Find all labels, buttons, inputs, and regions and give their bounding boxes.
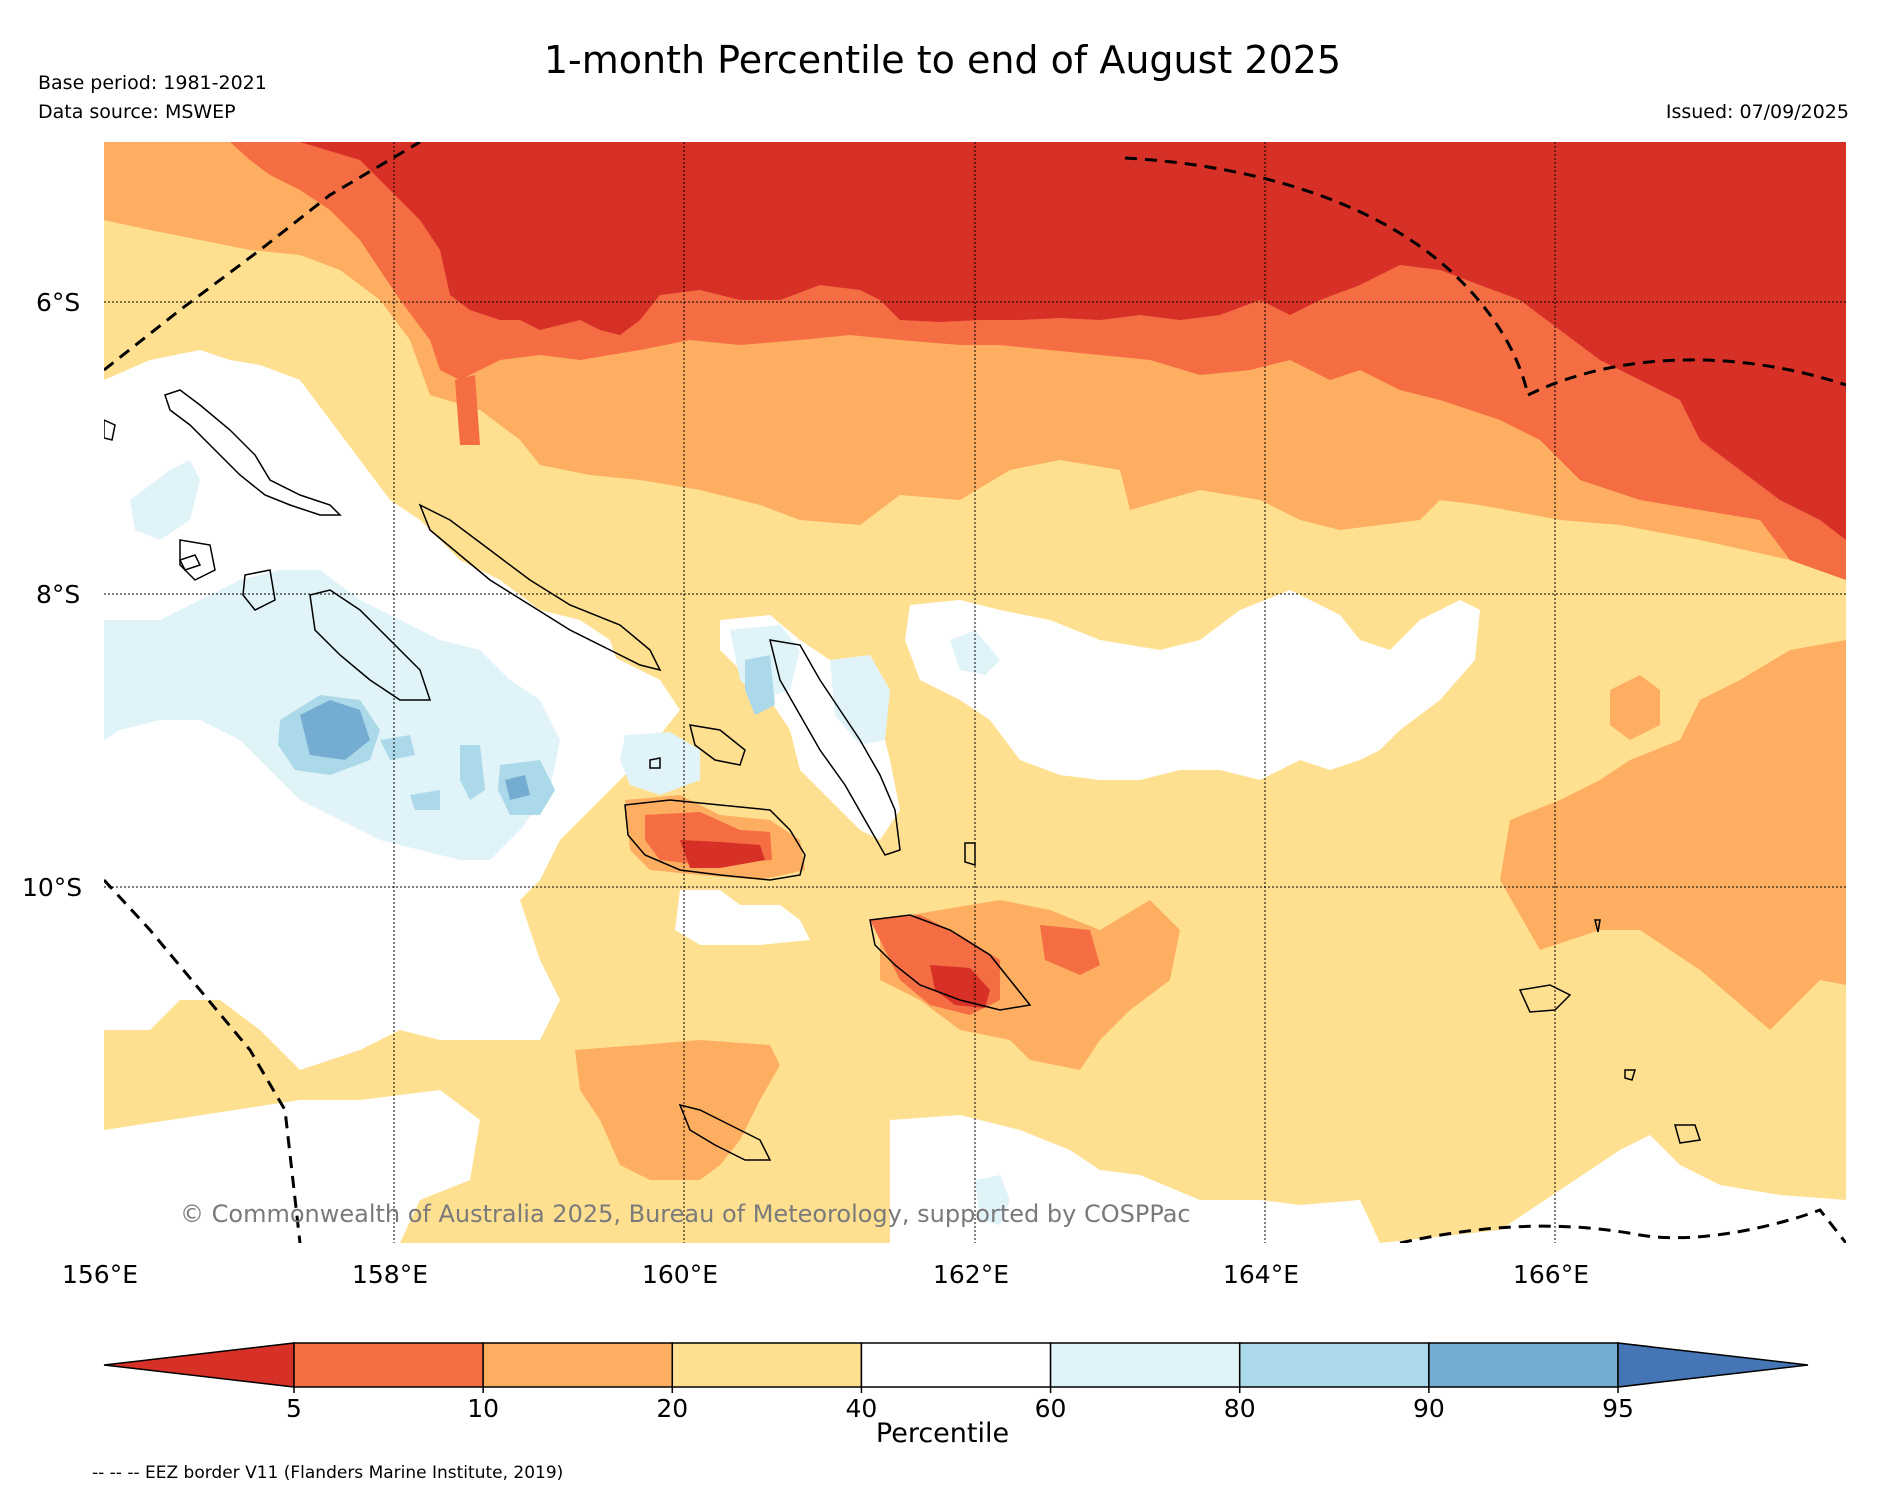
lon-label-164e: 164°E (1223, 1260, 1300, 1289)
region-p80-90-c (410, 790, 440, 810)
island-small-3 (964, 842, 976, 867)
colorbar-tick-label: 40 (846, 1394, 878, 1423)
colorbar-tick-label: 5 (286, 1394, 302, 1423)
region-p5-10-blob (455, 375, 480, 445)
colorbar-tick-label: 20 (656, 1394, 688, 1423)
island-small-1 (1624, 1069, 1637, 1081)
colorbar-segment (1049, 1342, 1241, 1388)
colorbar-segment (1238, 1342, 1430, 1388)
base-period-text: Base period: 1981-2021 (38, 72, 267, 94)
region-p80-90-malaita (745, 655, 775, 715)
colorbar: 5 10 20 40 60 80 90 95 (103, 1342, 1809, 1423)
region-p40-60-guad-south (675, 890, 810, 945)
island-shortland (178, 554, 202, 571)
island-santa-cruz (1518, 984, 1572, 1013)
region-p40-60-central (905, 590, 1480, 780)
colorbar-tick-label: 80 (1224, 1394, 1256, 1423)
lon-label-158e: 158°E (352, 1260, 429, 1289)
percentile-field (104, 142, 1846, 1243)
coastlines (104, 389, 1701, 1161)
region-p40-60-south2 (890, 1115, 1380, 1243)
colorbar-tick-label: 60 (1035, 1394, 1067, 1423)
region-p60-80-nw (130, 460, 200, 540)
eez-footnote: -- -- -- EEZ border V11 (Flanders Marine… (92, 1463, 564, 1483)
island-santa-isabel (418, 503, 662, 672)
colorbar-extend-high (1617, 1342, 1809, 1388)
map-title: 1-month Percentile to end of August 2025 (543, 38, 1342, 82)
island-small-2 (1594, 919, 1601, 933)
region-p80-90-b (460, 745, 485, 800)
region-p40-60-se (1380, 1135, 1846, 1243)
region-p5-10-makira-east (1040, 925, 1100, 975)
region-p-below5-north (300, 142, 1846, 540)
island-bougainville-tip (104, 419, 116, 441)
colorbar-segment (293, 1342, 484, 1388)
lat-label-8s: 8°S (36, 580, 81, 609)
colorbar-tick-label: 90 (1413, 1394, 1445, 1423)
colorbar-segment (1428, 1342, 1619, 1388)
colorbar-tick-label: 95 (1602, 1394, 1634, 1423)
colorbar-tick-label: 10 (467, 1394, 499, 1423)
island-makira (869, 914, 1032, 1011)
issued-date-text: Issued: 07/09/2025 (1665, 101, 1849, 123)
lon-label-156e: 156°E (62, 1260, 139, 1289)
region-p60-80-malaita2 (830, 655, 890, 745)
island-small-4 (649, 757, 661, 769)
island-vella (309, 589, 432, 701)
colorbar-label: Percentile (875, 1418, 1010, 1449)
lon-label-162e: 162°E (933, 1260, 1010, 1289)
region-p-below5-guadalcanal (680, 840, 765, 868)
region-p90-95-mid (505, 775, 530, 800)
colorbar-extend-low (103, 1342, 295, 1388)
island-malaita (768, 639, 901, 856)
copyright-text: © Commonwealth of Australia 2025, Bureau… (180, 1200, 1191, 1228)
region-p10-20-blob-a (1610, 675, 1660, 740)
lat-label-6s: 6°S (36, 288, 81, 317)
region-p60-80-south (975, 1175, 1010, 1225)
region-p60-80-central (950, 630, 1000, 675)
island-guadalcanal (624, 799, 806, 881)
lon-label-160e: 160°E (642, 1260, 719, 1289)
island-florida (688, 724, 746, 766)
colorbar-segment (482, 1342, 674, 1388)
region-p10-20-rennell (575, 1040, 780, 1180)
region-p10-20-east (1500, 580, 1846, 1030)
lat-label-10s: 10°S (22, 873, 83, 902)
island-kolombangara (242, 569, 276, 611)
colorbar-segment (671, 1342, 863, 1388)
eez-border (104, 142, 1846, 1243)
island-choiseul (164, 389, 342, 516)
region-p80-90-a (380, 735, 415, 760)
colorbar-segment (860, 1342, 1052, 1388)
region-p90-95-west (300, 700, 370, 760)
island-vanikoro (1674, 1124, 1701, 1144)
island-rennell (678, 1103, 772, 1161)
lon-label-166e: 166°E (1513, 1260, 1590, 1289)
graticule (104, 142, 1846, 1243)
data-source-text: Data source: MSWEP (38, 101, 236, 123)
